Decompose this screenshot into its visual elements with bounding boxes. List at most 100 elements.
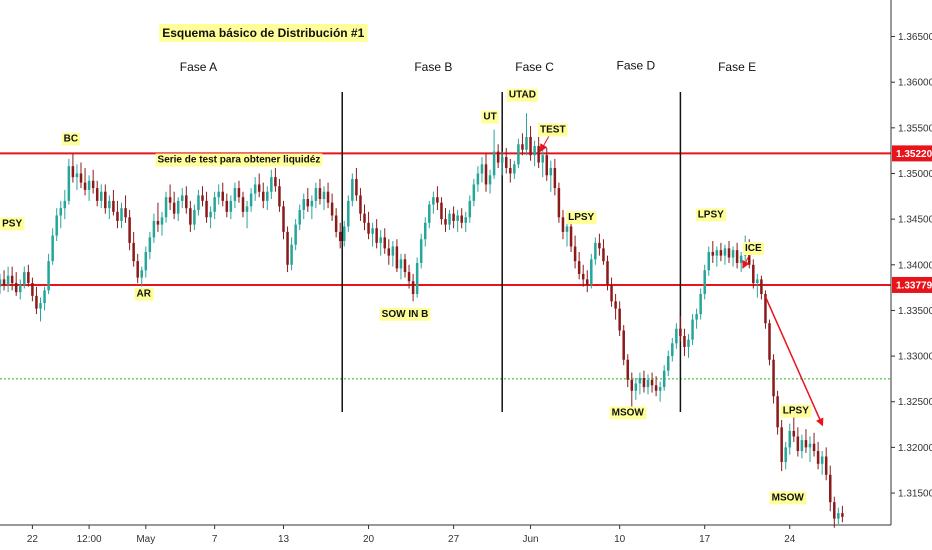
candle <box>419 233 423 269</box>
x-tick-label: May <box>136 534 155 545</box>
candle <box>310 195 314 220</box>
candle-body <box>0 279 2 287</box>
candle <box>0 273 2 294</box>
annotation-text: SOW IN B <box>382 309 429 320</box>
candle-body <box>828 474 832 503</box>
y-tick-label: 1.36500 <box>898 32 932 43</box>
candle <box>764 290 767 329</box>
annotation-label: LPSY <box>566 211 597 225</box>
candle <box>820 451 824 475</box>
candle <box>31 277 34 302</box>
candle-body <box>10 275 14 284</box>
candle-body <box>399 259 403 269</box>
candle-body <box>756 279 759 284</box>
candle-body <box>496 151 500 163</box>
annotation-label: AR <box>134 287 154 301</box>
candle-body <box>833 502 836 519</box>
candle <box>180 188 184 209</box>
candle <box>731 246 735 267</box>
candle-body <box>306 199 310 207</box>
candle <box>456 210 459 232</box>
chart-title-group: Esquema básico de Distribución #1 <box>159 24 368 42</box>
candle <box>351 173 354 207</box>
candle-body <box>561 217 565 232</box>
candle-body <box>521 144 524 150</box>
candle-body <box>375 228 378 243</box>
candle <box>792 414 796 442</box>
candle <box>573 235 577 269</box>
candle-body <box>440 202 443 220</box>
candle <box>334 208 338 238</box>
candle <box>525 113 528 156</box>
candle-body <box>423 222 427 240</box>
candle-body <box>484 164 488 185</box>
annotation-text: UT <box>483 112 496 123</box>
candle-body <box>67 166 71 201</box>
candle-body <box>731 250 735 258</box>
candle-body <box>63 200 67 209</box>
annotation-text: ICE <box>745 243 762 254</box>
candle <box>43 286 46 311</box>
candle <box>460 208 463 229</box>
candle <box>529 126 532 161</box>
candle <box>509 158 512 183</box>
candle <box>55 208 58 242</box>
candle <box>480 157 484 183</box>
candle <box>87 175 91 201</box>
annotation-bg <box>742 242 764 256</box>
candle-body <box>476 173 480 185</box>
candle-body <box>367 222 370 234</box>
candle-body <box>27 272 30 284</box>
candle <box>403 253 407 278</box>
annotation-label: TEST <box>538 123 568 137</box>
candle-body <box>687 339 690 347</box>
candle-body <box>792 430 796 437</box>
candle-body <box>233 188 237 201</box>
candle-body <box>735 250 739 263</box>
annotation-bg <box>780 404 812 418</box>
candle <box>27 264 30 287</box>
candle-body <box>415 262 419 294</box>
phase-dividers <box>341 92 682 412</box>
candle <box>18 279 22 300</box>
candle <box>691 314 694 346</box>
candle-body <box>144 252 148 271</box>
candle <box>391 241 395 267</box>
candle <box>338 222 342 249</box>
annotation-text: AR <box>137 289 152 300</box>
candle-body <box>529 136 532 156</box>
candle <box>711 241 715 263</box>
candle <box>432 191 435 214</box>
candle <box>768 319 771 366</box>
candle <box>124 195 127 223</box>
candle-body <box>456 215 459 221</box>
candle <box>395 239 399 273</box>
candle <box>140 266 144 287</box>
candle-body <box>87 180 91 190</box>
candle <box>229 195 233 220</box>
candle <box>286 226 289 273</box>
candle-body <box>654 385 658 391</box>
candle-body <box>549 168 553 176</box>
annotation-label: MSOW <box>769 491 807 505</box>
candle <box>452 206 455 229</box>
candle-body <box>221 191 225 201</box>
candle-body <box>270 177 273 192</box>
candle <box>735 242 739 269</box>
candle <box>537 136 540 168</box>
candle <box>541 149 544 178</box>
annotation-text: LPSY <box>783 406 809 417</box>
candle-body <box>347 200 350 227</box>
candle-body <box>266 191 269 201</box>
candle <box>752 259 755 289</box>
phase-labels: Fase A Fase B Fase C Fase D Fase E <box>180 58 756 74</box>
candle-body <box>136 261 139 278</box>
candle-body <box>104 191 107 209</box>
annotation-bg <box>481 110 499 124</box>
candle <box>699 288 702 320</box>
candle-body <box>185 195 188 209</box>
annotation-text: Serie de test para obtener liquidéz <box>158 155 321 166</box>
candle <box>598 233 601 256</box>
candle <box>164 191 168 223</box>
